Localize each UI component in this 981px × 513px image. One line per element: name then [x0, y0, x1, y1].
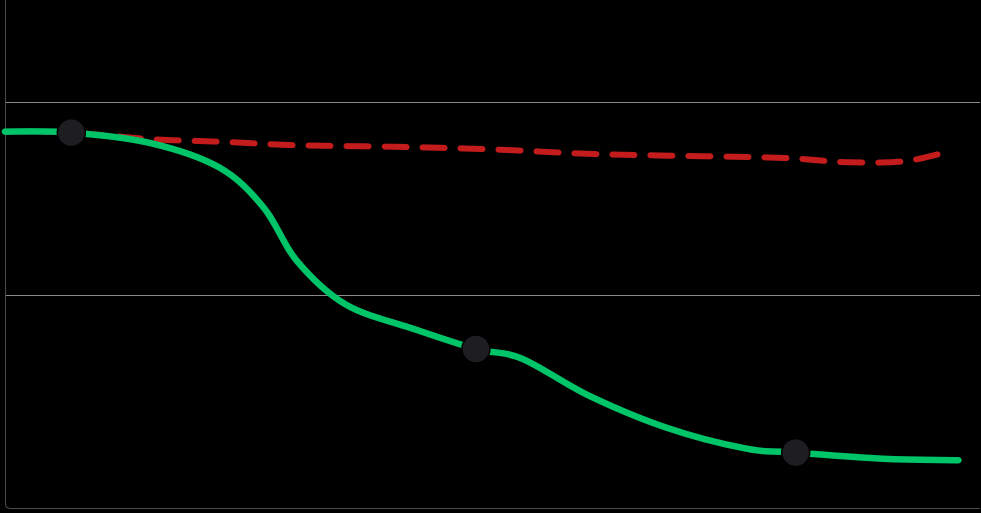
axis-frame	[5, 0, 980, 509]
series-line-1-dashed	[2, 128, 947, 166]
data-marker-2	[780, 437, 811, 468]
series-lines	[1, 128, 962, 464]
data-markers	[56, 117, 811, 468]
series-line-0-solid	[1, 128, 962, 464]
data-marker-0	[56, 117, 87, 148]
chart-frame	[5, 0, 980, 509]
data-marker-1	[461, 334, 491, 364]
grid-lines	[5, 102, 980, 296]
